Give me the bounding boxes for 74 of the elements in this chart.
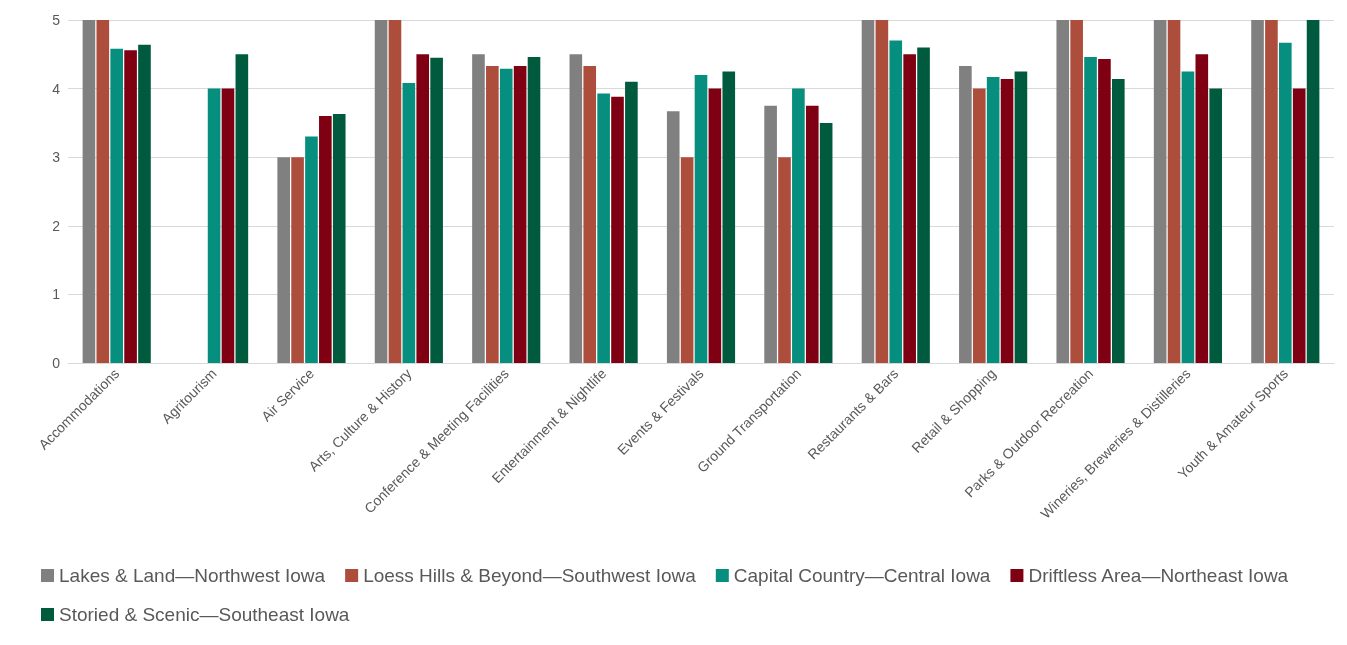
bar: [972, 88, 986, 363]
bar: [416, 54, 430, 363]
bar: [1014, 71, 1028, 363]
bar: [694, 74, 708, 363]
bar: [1306, 20, 1320, 363]
bar: [680, 157, 694, 363]
bar: [1112, 79, 1125, 363]
bar: [889, 40, 903, 363]
bar: [1167, 20, 1181, 363]
bar: [277, 157, 290, 363]
bar: [82, 20, 96, 363]
y-tick-label: 0: [52, 355, 61, 371]
bar: [1195, 54, 1209, 363]
bar: [388, 20, 402, 363]
bar: [124, 50, 137, 363]
bar: [1000, 79, 1014, 363]
bar: [138, 44, 151, 363]
bar: [486, 65, 499, 363]
bar: [1084, 57, 1097, 363]
bar: [805, 105, 819, 363]
bar: [861, 20, 875, 363]
bar: [583, 65, 597, 363]
bar: [430, 57, 443, 363]
bar: [708, 88, 722, 363]
bar: [513, 65, 527, 363]
bar: [819, 122, 833, 363]
bar: [917, 47, 930, 363]
bar: [903, 54, 916, 363]
bar: [207, 88, 221, 363]
y-tick-label: 1: [52, 286, 61, 303]
legend-label: Storied & Scenic—Southeast Iowa: [59, 604, 350, 625]
bar: [402, 83, 416, 363]
bar: [319, 116, 332, 363]
bar: [1070, 20, 1083, 363]
bar: [1181, 71, 1195, 363]
bar: [1292, 88, 1306, 363]
legend-label: Lakes & Land—Northwest Iowa: [59, 565, 326, 586]
bar: [625, 81, 638, 363]
bar: [472, 54, 485, 363]
bar: [1056, 20, 1070, 363]
bar: [764, 105, 777, 363]
y-tick-label: 3: [52, 149, 61, 166]
bar: [1153, 20, 1167, 363]
bar: [986, 76, 1000, 363]
bar: [221, 88, 235, 363]
bar: [499, 68, 513, 363]
bar: [778, 157, 791, 363]
y-tick-label: 2: [52, 217, 61, 234]
bar: [1098, 59, 1111, 363]
bar: [1209, 88, 1223, 363]
bar: [96, 20, 110, 363]
bar: [527, 57, 541, 363]
bar: [569, 54, 583, 363]
bar: [235, 54, 249, 363]
bar: [597, 93, 610, 363]
bar: [374, 20, 388, 363]
bar: [1251, 20, 1264, 363]
legend-label: Capital Country—Central Iowa: [733, 565, 991, 586]
bar: [1279, 42, 1292, 363]
bar: [611, 96, 624, 363]
bar: [875, 20, 889, 363]
bar: [792, 88, 805, 363]
y-tick-label: 4: [52, 80, 61, 97]
bar: [722, 71, 736, 363]
legend-label: Driftless Area—Northeast Iowa: [1028, 565, 1289, 586]
bar: [666, 111, 680, 363]
bar: [959, 65, 972, 363]
bar: [291, 157, 304, 363]
bar: [305, 136, 318, 363]
legend-label: Loess Hills & Beyond—Southwest Iowa: [363, 565, 697, 586]
bar: [110, 48, 123, 363]
bar: [332, 113, 346, 363]
bar: [1265, 20, 1278, 363]
y-tick-label: 5: [52, 12, 61, 28]
